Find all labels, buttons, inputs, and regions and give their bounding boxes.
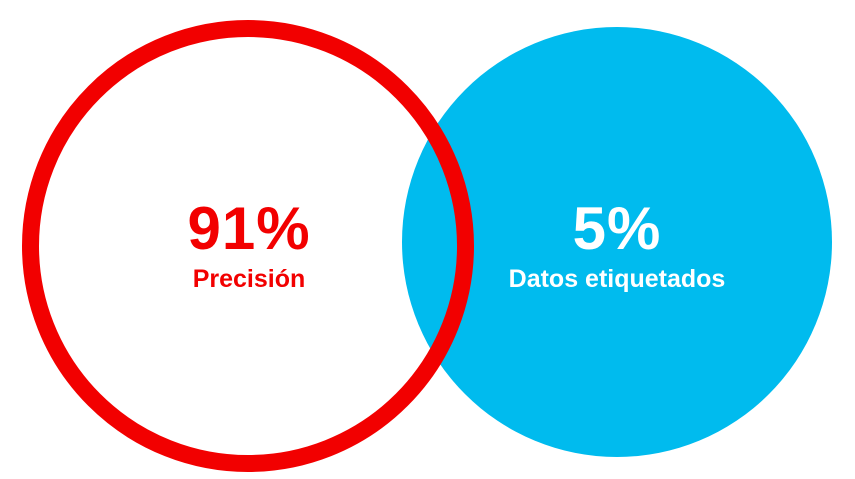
- accuracy-label: Precisión: [192, 265, 306, 293]
- accuracy-stat: 91% Precisión: [99, 196, 399, 294]
- accuracy-value: 91%: [187, 195, 311, 262]
- labeled-data-stat: 5% Datos etiquetados: [467, 196, 767, 294]
- labeled-data-label: Datos etiquetados: [508, 265, 726, 293]
- labeled-data-value: 5%: [572, 195, 662, 262]
